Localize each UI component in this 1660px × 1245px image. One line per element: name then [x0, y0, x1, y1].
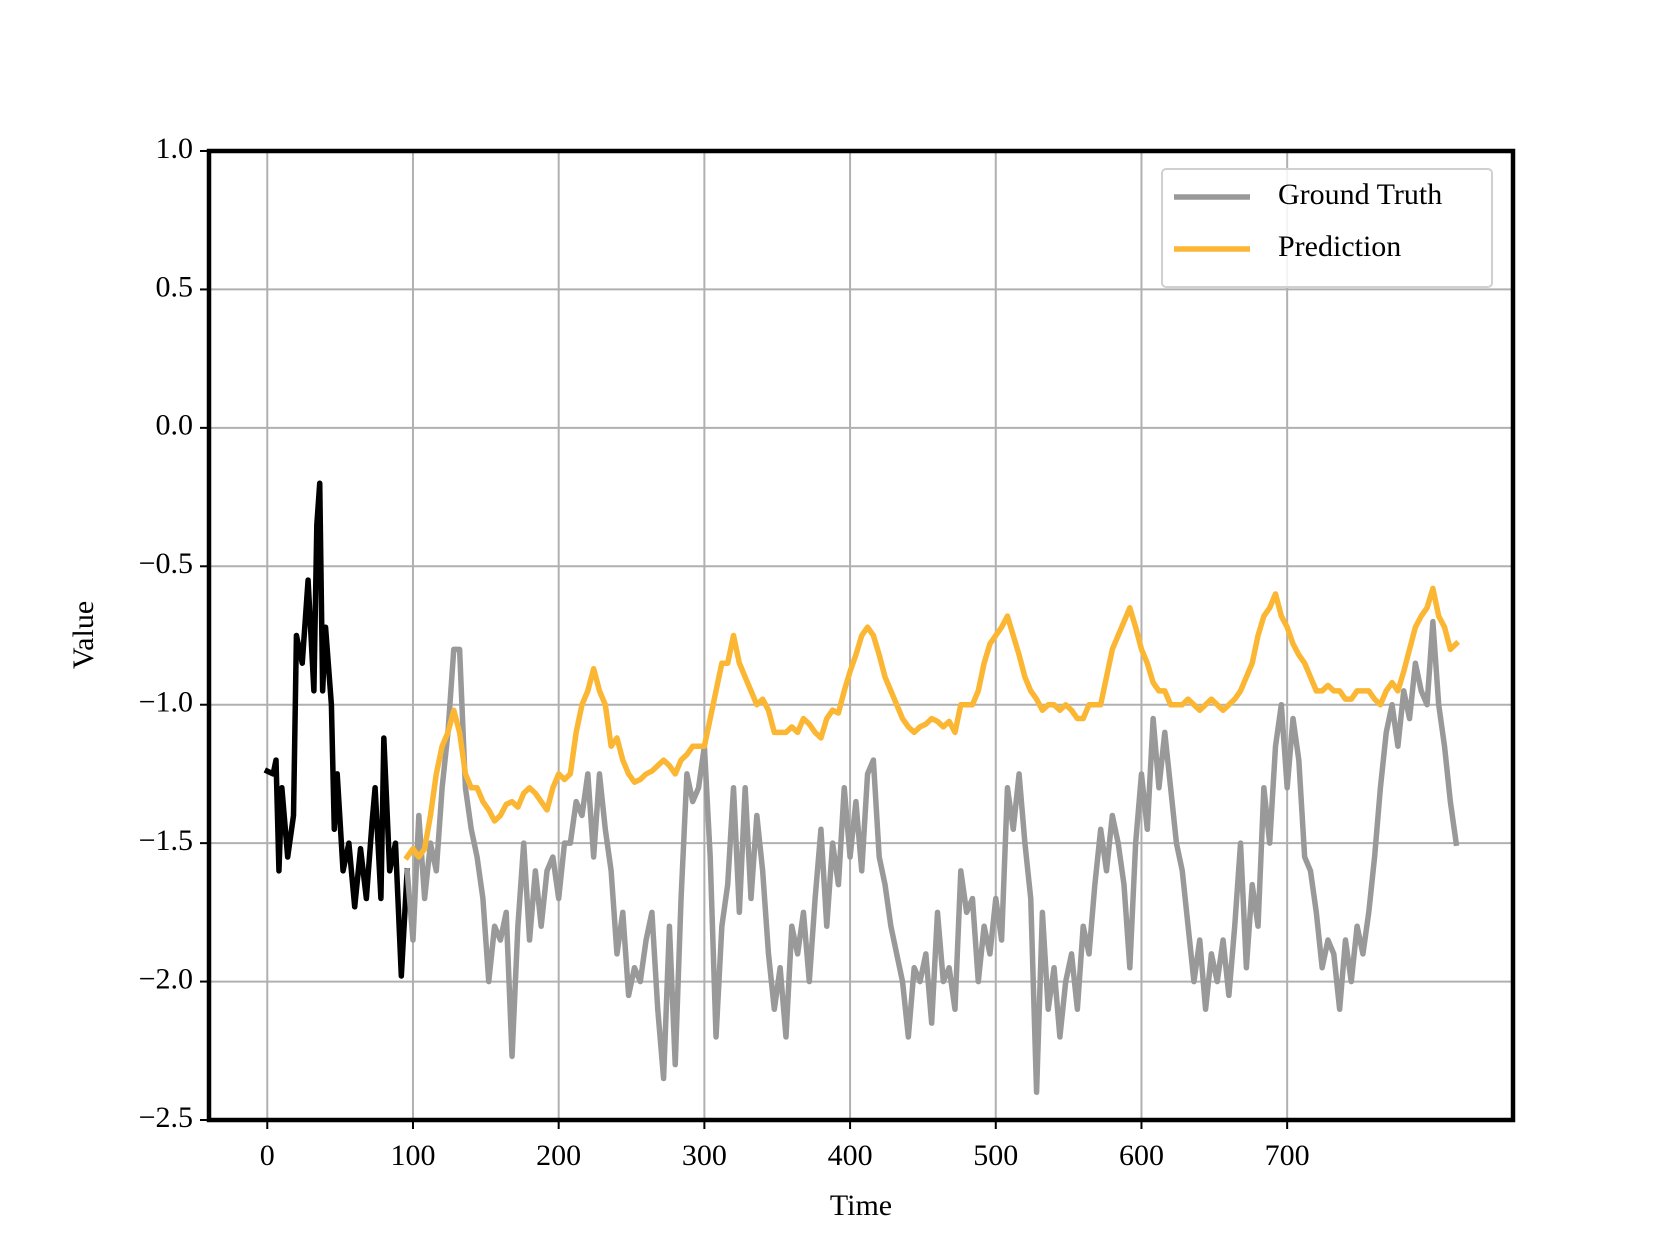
y-axis-label: Value: [67, 601, 100, 669]
legend-label: Ground Truth: [1278, 178, 1442, 211]
legend: Ground Truth Prediction: [1161, 168, 1493, 288]
x-tick-label: 700: [1265, 1139, 1310, 1172]
y-tick-label: 0.5: [156, 270, 194, 303]
x-tick-label: 200: [536, 1139, 581, 1172]
x-tick-label: 300: [682, 1139, 727, 1172]
axes: 0 100 200 300 400 500 600 700 1.0 0.5 0.0 −0.5 −1.0 −…: [139, 132, 1516, 1172]
x-tick-label: 0: [260, 1139, 275, 1172]
x-tick-label: 600: [1119, 1139, 1164, 1172]
x-tick-label: 400: [828, 1139, 873, 1172]
data-line: [263, 480, 411, 979]
y-tick-label: −2.0: [139, 962, 193, 995]
legend-label: Prediction: [1278, 230, 1401, 263]
data-line: [403, 585, 1461, 861]
y-tick-label: −1.5: [139, 824, 193, 857]
plot-frame: [206, 148, 1516, 1123]
y-tick-label: −0.5: [139, 547, 193, 580]
plot-lines: [263, 480, 1461, 1096]
y-tick-label: −2.5: [139, 1101, 193, 1134]
data-line: [404, 618, 1460, 1096]
x-axis-label: Time: [830, 1189, 892, 1222]
y-tick-label: 0.0: [156, 409, 194, 442]
x-tick-label: 100: [390, 1139, 435, 1172]
y-tick-label: 1.0: [156, 132, 194, 165]
x-tick-label: 500: [973, 1139, 1018, 1172]
y-tick-label: −1.0: [139, 686, 193, 719]
